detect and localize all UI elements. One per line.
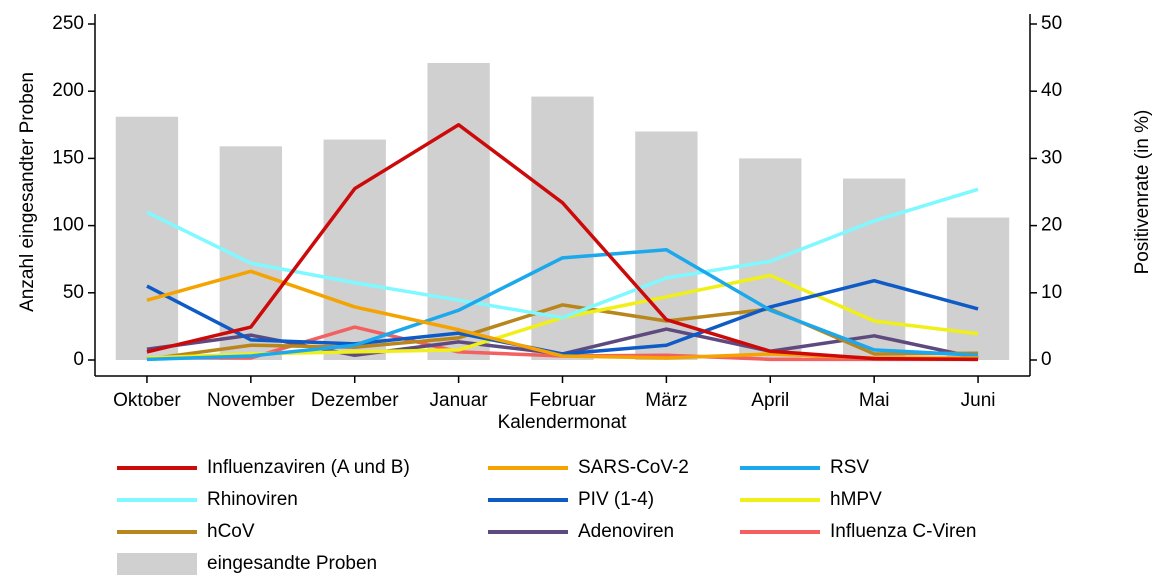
legend-label: RSV [830, 457, 869, 478]
legend-label: Influenzaviren (A und B) [207, 457, 410, 478]
x-tick-label: Februar [529, 390, 596, 411]
line [146, 278, 979, 356]
y-tick-label: 200 [52, 80, 84, 101]
x-tick-label: Juni [961, 390, 996, 411]
legend-label: Adenoviren [578, 521, 674, 542]
y-tick-label: 150 [52, 147, 84, 168]
legend-label: hMPV [830, 489, 882, 510]
y2-tick-label: 20 [1041, 215, 1062, 236]
bar [843, 178, 906, 360]
legend-label: SARS-CoV-2 [578, 457, 689, 478]
y-tick-label: 250 [52, 13, 84, 34]
x-tick-label: Dezember [311, 390, 399, 411]
x-axis-label: Kalendermonat [498, 412, 628, 433]
y2-tick-label: 40 [1041, 80, 1062, 101]
y2-axis-label: Positivenrate (in %) [1132, 110, 1153, 275]
y2-tick-label: 10 [1041, 282, 1062, 303]
x-tick-label: März [645, 390, 687, 411]
bar [739, 158, 802, 360]
y-tick-label: 50 [63, 282, 84, 303]
legend-label: PIV (1-4) [578, 489, 654, 510]
legend-swatch [117, 553, 197, 575]
legend-label: Rhinoviren [207, 489, 298, 510]
y-tick-label: 100 [52, 215, 84, 236]
bar [427, 62, 490, 360]
legend-label: hCoV [207, 521, 255, 542]
y-tick-label: 0 [73, 349, 84, 370]
y2-tick-label: 50 [1041, 13, 1062, 34]
line [146, 248, 979, 362]
bar [115, 116, 179, 361]
bar [946, 217, 1010, 360]
x-tick-label: November [207, 390, 295, 411]
y2-tick-label: 30 [1041, 147, 1062, 168]
line [146, 187, 979, 320]
y2-tick-label: 0 [1041, 349, 1052, 370]
legend-label: Influenza C-Viren [830, 521, 976, 542]
x-tick-label: Mai [859, 390, 890, 411]
legend-label: eingesandte Proben [207, 553, 377, 574]
y-axis-label: Anzahl eingesandter Proben [17, 72, 38, 312]
line [146, 123, 979, 362]
x-tick-label: Januar [430, 390, 489, 411]
x-tick-label: April [751, 390, 789, 411]
line [146, 303, 979, 362]
x-tick-label: Oktober [113, 390, 181, 411]
